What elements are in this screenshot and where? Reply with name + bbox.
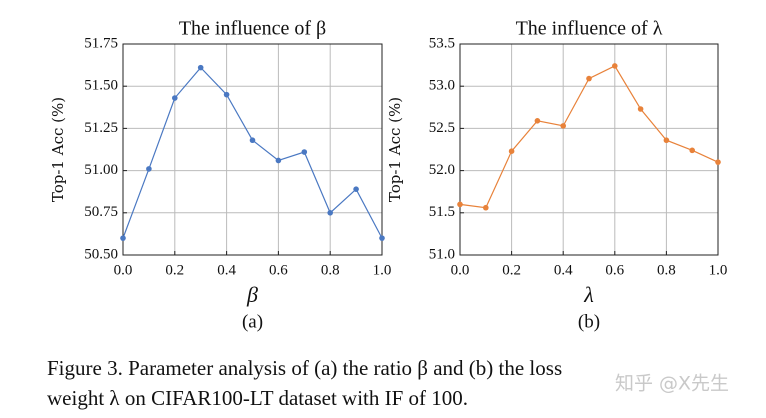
y-axis-label: Top-1 Acc (%)	[386, 97, 404, 202]
sublabel: (a)	[242, 311, 263, 332]
plot-frame	[459, 43, 719, 256]
x-tick-label: 0.4	[217, 262, 236, 278]
sublabel: (b)	[578, 311, 600, 332]
data-point	[197, 64, 204, 71]
x-tick-label: 0.8	[321, 262, 340, 278]
watermark: 知乎 @X先生	[615, 373, 729, 395]
y-tick-label: 51.75	[84, 35, 118, 51]
x-tick-label: 0.6	[605, 262, 624, 278]
data-point	[586, 75, 592, 82]
y-tick-label: 53.5	[429, 35, 455, 51]
data-point	[301, 149, 308, 155]
data-point	[146, 166, 152, 172]
chart-title: The influence of β	[179, 18, 326, 40]
data-point	[172, 95, 178, 101]
y-tick-label: 50.50	[84, 246, 118, 262]
data-point	[249, 137, 256, 144]
series-line	[459, 65, 719, 209]
caption-line: weight λ on CIFAR100-LT dataset with IF …	[47, 386, 468, 410]
data-point	[327, 210, 334, 216]
data-point	[223, 91, 230, 98]
y-tick-label: 51.50	[84, 78, 118, 94]
x-tick-label: 0.4	[554, 262, 573, 278]
y-tick-label: 51.5	[429, 204, 455, 220]
x-axis-label: λ	[583, 282, 594, 307]
x-tick-label: 0.6	[269, 262, 288, 278]
data-point	[689, 147, 695, 154]
y-tick-label: 51.0	[429, 246, 455, 262]
chart-title: The influence of λ	[516, 18, 663, 40]
y-tick-label: 51.25	[84, 120, 118, 136]
data-point	[457, 201, 463, 208]
data-point	[663, 137, 670, 144]
plot-frame	[122, 43, 383, 256]
data-point	[483, 204, 489, 211]
data-point	[560, 123, 566, 129]
data-point	[120, 235, 126, 241]
data-point	[612, 63, 618, 69]
data-point	[715, 159, 721, 165]
data-point	[275, 157, 282, 164]
data-point	[508, 148, 515, 154]
data-point	[353, 186, 359, 192]
x-tick-label: 1.0	[709, 262, 728, 278]
x-tick-label: 0.2	[502, 262, 521, 278]
x-axis-label: β	[246, 282, 258, 307]
y-axis-label: Top-1 Acc (%)	[49, 97, 67, 202]
data-point	[637, 106, 644, 112]
x-tick-label: 0.2	[165, 262, 184, 278]
y-tick-label: 53.0	[429, 78, 455, 94]
data-point	[379, 235, 385, 241]
x-tick-label: 0.8	[657, 262, 676, 278]
y-tick-label: 51.00	[84, 162, 118, 178]
x-tick-label: 1.0	[373, 262, 392, 278]
x-tick-label: 0.0	[114, 262, 133, 278]
y-tick-label: 52.0	[429, 162, 455, 178]
caption-line: Figure 3. Parameter analysis of (a) the …	[47, 356, 562, 380]
y-tick-label: 52.5	[429, 120, 455, 136]
x-tick-label: 0.0	[451, 262, 470, 278]
y-tick-label: 50.75	[84, 204, 118, 220]
data-point	[534, 118, 541, 124]
